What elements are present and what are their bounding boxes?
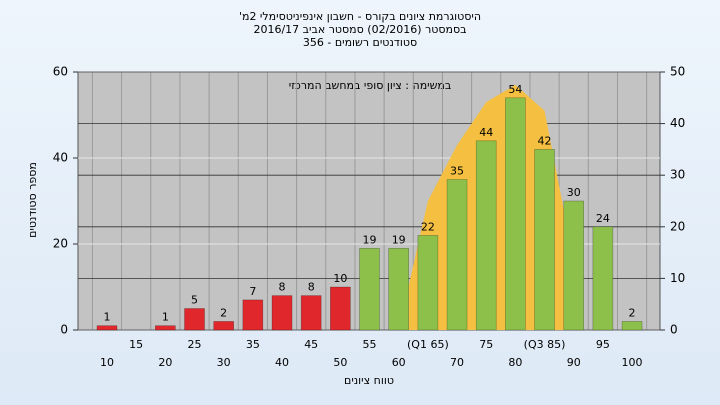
bar <box>417 235 439 331</box>
data-label: 2 <box>629 306 636 319</box>
data-label: 30 <box>567 186 581 199</box>
bar <box>96 325 118 331</box>
bar <box>563 200 585 331</box>
data-label: 10 <box>333 272 347 285</box>
title-line: היסטוגרמת ציונים בקורס - חשבון אינפיניטס… <box>239 10 481 23</box>
y2-tick-label: 10 <box>670 271 685 285</box>
data-label: 44 <box>479 126 493 139</box>
data-label: 1 <box>162 311 169 324</box>
y2-tick-label: 50 <box>670 65 685 79</box>
data-label: 35 <box>450 165 464 178</box>
data-label: 2 <box>220 306 227 319</box>
y2-tick-label: 20 <box>670 219 685 233</box>
bar <box>300 295 322 331</box>
x-tick-label: 55 <box>363 338 377 351</box>
x-tick-label: 30 <box>217 356 231 369</box>
bar <box>271 295 293 331</box>
x-tick-label: 10 <box>100 356 114 369</box>
title-line: סטודנטים רשומים - 356 <box>303 36 417 49</box>
x-tick-label: 15 <box>129 338 143 351</box>
x-tick-label: 95 <box>596 338 610 351</box>
y-tick-label: 20 <box>53 237 68 251</box>
bar <box>213 321 234 331</box>
title-line: בסמסטר (02/2016) סמסטר אביב 2016/17 <box>253 23 466 36</box>
bar <box>155 325 176 331</box>
x-tick-label: 35 <box>246 338 260 351</box>
bar <box>242 299 264 331</box>
bar <box>359 248 380 331</box>
x-tick-label: 100 <box>622 356 643 369</box>
data-label: 19 <box>392 233 406 246</box>
data-label: 7 <box>249 285 256 298</box>
x-tick-label: (Q3 85) <box>524 338 566 351</box>
y-tick-label: 40 <box>53 151 68 165</box>
bar <box>534 149 555 331</box>
y-tick-label: 60 <box>53 65 68 79</box>
bar <box>592 226 614 331</box>
y-axis-label: מספר סטודנטים <box>26 162 39 238</box>
y2-tick-label: 40 <box>670 116 685 130</box>
data-label: 19 <box>363 233 377 246</box>
x-tick-label: 70 <box>450 356 464 369</box>
x-tick-label: 25 <box>188 338 202 351</box>
annotation: במשימה : ציון סופי במחשב המרכזי <box>289 79 452 92</box>
data-label: 5 <box>191 294 198 307</box>
data-label: 54 <box>508 83 522 96</box>
bar <box>184 308 205 331</box>
bar <box>475 140 497 331</box>
x-axis-label: טווח ציונים <box>344 374 394 387</box>
x-tick-label: 80 <box>508 356 522 369</box>
y2-tick-label: 30 <box>670 168 685 182</box>
data-label: 24 <box>596 212 610 225</box>
x-tick-label: 45 <box>304 338 318 351</box>
bar <box>446 179 468 331</box>
x-tick-label: 75 <box>479 338 493 351</box>
data-label: 22 <box>421 220 435 233</box>
bar <box>388 248 410 331</box>
x-tick-label: 40 <box>275 356 289 369</box>
x-tick-label: 20 <box>158 356 172 369</box>
data-label: 1 <box>104 311 111 324</box>
x-tick-label: (Q1 65) <box>407 338 449 351</box>
data-label: 8 <box>308 281 315 294</box>
x-tick-label: 50 <box>333 356 347 369</box>
y2-tick-label: 0 <box>670 323 678 337</box>
x-tick-label: 90 <box>567 356 581 369</box>
bar <box>621 321 643 331</box>
bar <box>505 97 526 331</box>
x-tick-label: 60 <box>392 356 406 369</box>
y-tick-label: 0 <box>60 323 68 337</box>
data-label: 8 <box>279 281 286 294</box>
bar <box>330 286 351 331</box>
data-label: 42 <box>538 134 552 147</box>
